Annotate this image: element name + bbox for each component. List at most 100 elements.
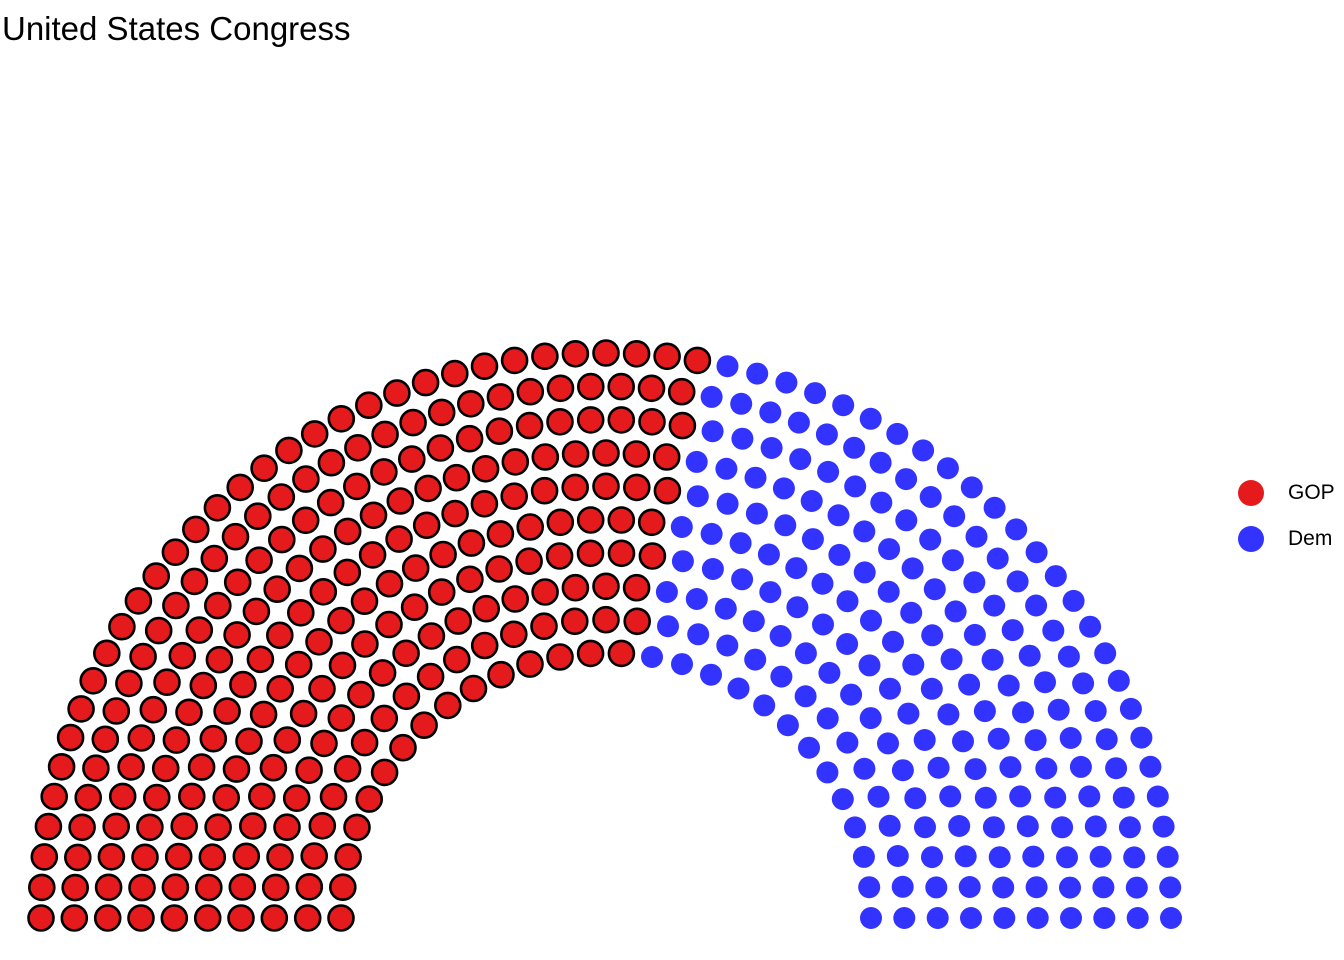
seat-dem bbox=[870, 492, 892, 514]
seat-gop bbox=[196, 875, 221, 900]
seat-dem bbox=[1147, 786, 1169, 808]
seat-gop bbox=[402, 595, 427, 620]
seat-dem bbox=[1059, 877, 1081, 899]
seat-dem bbox=[687, 485, 709, 507]
seat-dem bbox=[1085, 700, 1107, 722]
seat-gop bbox=[388, 489, 413, 514]
seat-dem bbox=[998, 675, 1020, 697]
seat-dem bbox=[1093, 907, 1115, 929]
seat-gop bbox=[413, 370, 438, 395]
seat-gop bbox=[252, 456, 277, 481]
seat-dem bbox=[893, 907, 915, 929]
seat-dem bbox=[817, 707, 839, 729]
seat-gop bbox=[685, 348, 710, 373]
seat-dem bbox=[731, 568, 753, 590]
seat-dem bbox=[1051, 816, 1073, 838]
seat-dem bbox=[1026, 876, 1048, 898]
seat-dem bbox=[773, 477, 795, 499]
seat-gop bbox=[401, 410, 426, 435]
seat-gop bbox=[352, 589, 377, 614]
seat-dem bbox=[868, 786, 890, 808]
seat-gop bbox=[578, 508, 603, 533]
seat-gop bbox=[146, 618, 171, 643]
seat-dem bbox=[1060, 727, 1082, 749]
seat-gop bbox=[83, 756, 108, 781]
seat-gop bbox=[435, 693, 460, 718]
seat-gop bbox=[594, 341, 619, 366]
seat-gop bbox=[183, 517, 208, 542]
seat-gop bbox=[318, 490, 343, 515]
seat-gop bbox=[562, 609, 587, 634]
seat-gop bbox=[95, 906, 120, 931]
seat-dem bbox=[1025, 729, 1047, 751]
seat-gop bbox=[153, 756, 178, 781]
seat-gop bbox=[329, 608, 354, 633]
seat-dem bbox=[912, 439, 934, 461]
seat-dem bbox=[1027, 907, 1049, 929]
seat-gop bbox=[609, 374, 634, 399]
seat-dem bbox=[828, 504, 850, 526]
seat-gop bbox=[225, 570, 250, 595]
seat-dem bbox=[878, 538, 900, 560]
seat-dem bbox=[914, 816, 936, 838]
legend-label-gop: GOP bbox=[1288, 481, 1335, 505]
seat-gop bbox=[487, 557, 512, 582]
seat-gop bbox=[639, 510, 664, 535]
seat-dem bbox=[730, 393, 752, 415]
seat-gop bbox=[240, 814, 265, 839]
seat-gop bbox=[245, 504, 270, 529]
seat-gop bbox=[200, 845, 225, 870]
seat-dem bbox=[816, 423, 838, 445]
seat-gop bbox=[428, 436, 453, 461]
seat-dem bbox=[1002, 619, 1024, 641]
seat-gop bbox=[248, 647, 273, 672]
seat-gop bbox=[267, 623, 292, 648]
seat-gop bbox=[624, 475, 649, 500]
seat-gop bbox=[429, 580, 454, 605]
seat-dem bbox=[859, 654, 881, 676]
seat-gop bbox=[215, 699, 240, 724]
seat-dem bbox=[843, 437, 865, 459]
seat-dem bbox=[840, 684, 862, 706]
seat-gop bbox=[297, 758, 322, 783]
seat-dem bbox=[1044, 787, 1066, 809]
seat-gop bbox=[291, 701, 316, 726]
seat-gop bbox=[578, 407, 603, 432]
seat-gop bbox=[517, 549, 542, 574]
seat-gop bbox=[247, 548, 272, 573]
seat-gop bbox=[563, 475, 588, 500]
seat-gop bbox=[155, 670, 180, 695]
seat-gop bbox=[474, 596, 499, 621]
seat-dem bbox=[686, 588, 708, 610]
seat-gop bbox=[224, 757, 249, 782]
seat-gop bbox=[42, 784, 67, 809]
seat-dem bbox=[1130, 727, 1152, 749]
seat-gop bbox=[373, 422, 398, 447]
seat-gop bbox=[594, 474, 619, 499]
seat-gop bbox=[288, 600, 313, 625]
seat-dem bbox=[904, 787, 926, 809]
seat-gop bbox=[189, 755, 214, 780]
seat-dem bbox=[988, 728, 1010, 750]
seat-gop bbox=[503, 587, 528, 612]
seat-gop bbox=[228, 475, 253, 500]
seat-dem bbox=[960, 907, 982, 929]
seat-dem bbox=[812, 573, 834, 595]
legend-dot-gop bbox=[1238, 480, 1264, 506]
seat-gop bbox=[472, 354, 497, 379]
seat-dem bbox=[1123, 846, 1145, 868]
seat-dem bbox=[743, 610, 765, 632]
seat-dem bbox=[945, 600, 967, 622]
seat-gop bbox=[287, 556, 312, 581]
seat-gop bbox=[609, 407, 634, 432]
seat-gop bbox=[312, 731, 337, 756]
seat-gop bbox=[640, 544, 665, 569]
seat-dem bbox=[928, 757, 950, 779]
seat-gop bbox=[310, 676, 335, 701]
seat-gop bbox=[310, 813, 335, 838]
seat-dem bbox=[770, 625, 792, 647]
seat-dem bbox=[837, 590, 859, 612]
seat-gop bbox=[352, 632, 377, 657]
seat-dem bbox=[770, 666, 792, 688]
seat-gop bbox=[104, 814, 129, 839]
